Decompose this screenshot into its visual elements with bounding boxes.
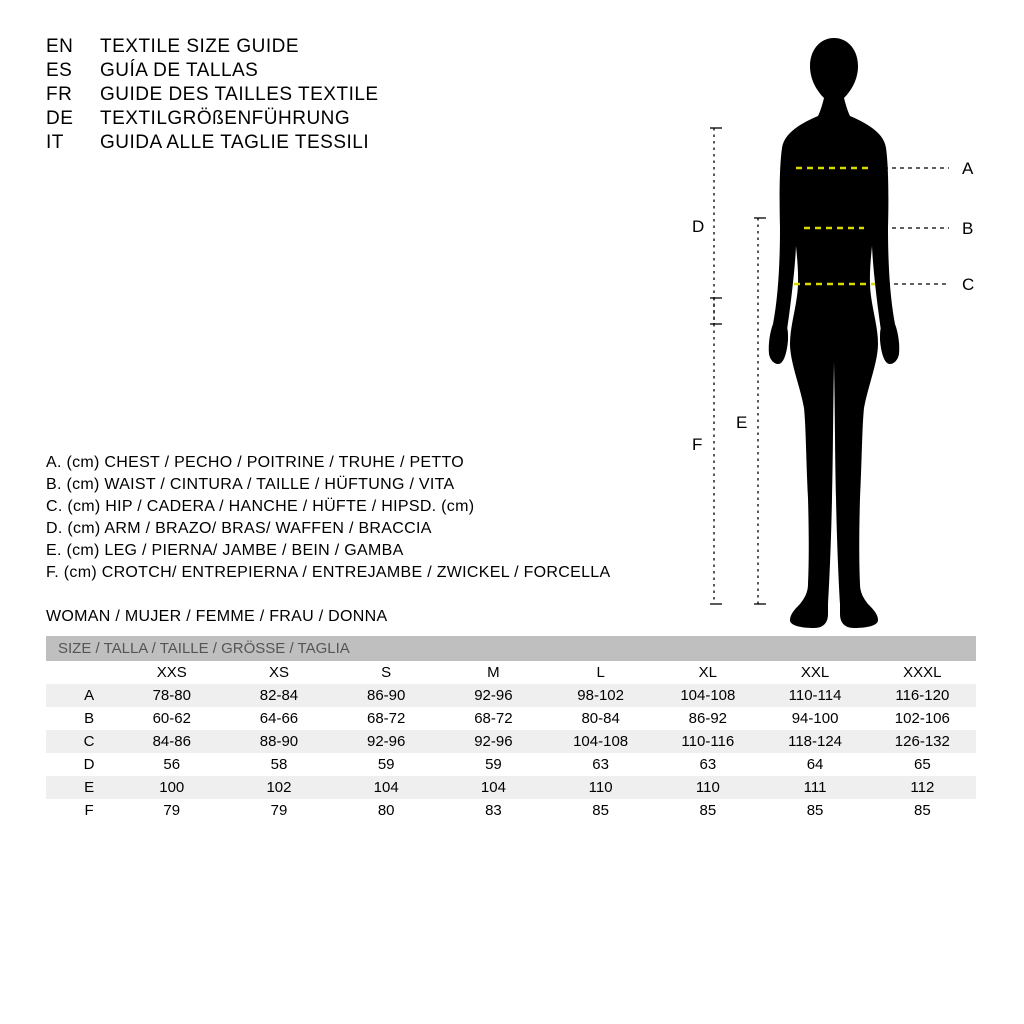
title-code: IT	[46, 132, 100, 154]
vertical-indicators	[710, 128, 766, 604]
size-col: S	[333, 661, 440, 684]
right-labels: A B C	[962, 159, 974, 294]
cell: 59	[440, 753, 547, 776]
cell: 64-66	[225, 707, 332, 730]
cell: 111	[761, 776, 868, 799]
cell: 63	[654, 753, 761, 776]
cell: 56	[118, 753, 225, 776]
cell: 102-106	[869, 707, 976, 730]
size-col: M	[440, 661, 547, 684]
table-superheader: SIZE / TALLA / TAILLE / GRÖSSE / TAGLIA	[46, 636, 976, 661]
cell: 83	[440, 799, 547, 822]
silhouette-icon	[769, 38, 900, 628]
title-code: FR	[46, 84, 100, 106]
title-label: GUIDE DES TAILLES TEXTILE	[100, 84, 379, 106]
cell: 65	[869, 753, 976, 776]
title-label: GUIDA ALLE TAGLIE TESSILI	[100, 132, 369, 154]
cell: 79	[225, 799, 332, 822]
cell: 68-72	[440, 707, 547, 730]
cell: 118-124	[761, 730, 868, 753]
cell: 85	[547, 799, 654, 822]
cell: 84-86	[118, 730, 225, 753]
size-col: XXL	[761, 661, 868, 684]
cell: 79	[118, 799, 225, 822]
cell: 58	[225, 753, 332, 776]
cell: 94-100	[761, 707, 868, 730]
cell: 92-96	[333, 730, 440, 753]
cell: 110	[547, 776, 654, 799]
title-code: DE	[46, 108, 100, 130]
cell: 92-96	[440, 684, 547, 707]
table-row: F7979808385858585	[46, 799, 976, 822]
label-c: C	[962, 275, 974, 294]
table-row: C84-8688-9092-9692-96104-108110-116118-1…	[46, 730, 976, 753]
label-d: D	[692, 217, 704, 236]
table-blank-corner	[46, 661, 118, 684]
cell: 92-96	[440, 730, 547, 753]
cell: 100	[118, 776, 225, 799]
cell: 104-108	[654, 684, 761, 707]
body-diagram: A B C D E F	[614, 28, 1014, 636]
label-e: E	[736, 413, 747, 432]
cell: 80	[333, 799, 440, 822]
cell: 60-62	[118, 707, 225, 730]
cell: 104	[333, 776, 440, 799]
row-key: F	[46, 799, 118, 822]
cell: 88-90	[225, 730, 332, 753]
title-label: TEXTILGRÖßENFÜHRUNG	[100, 108, 350, 130]
body-diagram-svg: A B C D E F	[614, 28, 1014, 638]
cell: 85	[654, 799, 761, 822]
cell: 104	[440, 776, 547, 799]
row-key: A	[46, 684, 118, 707]
label-f: F	[692, 435, 702, 454]
size-col: XL	[654, 661, 761, 684]
cell: 86-92	[654, 707, 761, 730]
cell: 85	[869, 799, 976, 822]
cell: 110-114	[761, 684, 868, 707]
table-size-row: XXS XS S M L XL XXL XXXL	[46, 661, 976, 684]
row-key: D	[46, 753, 118, 776]
size-col: XXS	[118, 661, 225, 684]
cell: 104-108	[547, 730, 654, 753]
cell: 85	[761, 799, 868, 822]
size-col: XXXL	[869, 661, 976, 684]
vertical-labels: D E F	[692, 217, 747, 454]
cell: 86-90	[333, 684, 440, 707]
size-col: L	[547, 661, 654, 684]
cell: 112	[869, 776, 976, 799]
table-row: E100102104104110110111112	[46, 776, 976, 799]
size-table: SIZE / TALLA / TAILLE / GRÖSSE / TAGLIA …	[46, 636, 976, 822]
cell: 116-120	[869, 684, 976, 707]
title-code: EN	[46, 36, 100, 58]
cell: 64	[761, 753, 868, 776]
row-key: E	[46, 776, 118, 799]
cell: 110-116	[654, 730, 761, 753]
table-row: D5658595963636465	[46, 753, 976, 776]
size-col: XS	[225, 661, 332, 684]
label-b: B	[962, 219, 973, 238]
cell: 102	[225, 776, 332, 799]
row-key: C	[46, 730, 118, 753]
cell: 80-84	[547, 707, 654, 730]
cell: 98-102	[547, 684, 654, 707]
cell: 78-80	[118, 684, 225, 707]
label-a: A	[962, 159, 974, 178]
row-key: B	[46, 707, 118, 730]
title-code: ES	[46, 60, 100, 82]
table-row: A78-8082-8486-9092-9698-102104-108110-11…	[46, 684, 976, 707]
title-label: TEXTILE SIZE GUIDE	[100, 36, 299, 58]
table-superheader-row: SIZE / TALLA / TAILLE / GRÖSSE / TAGLIA	[46, 636, 976, 661]
cell: 82-84	[225, 684, 332, 707]
cell: 126-132	[869, 730, 976, 753]
title-label: GUÍA DE TALLAS	[100, 60, 258, 82]
table-body: A78-8082-8486-9092-9698-102104-108110-11…	[46, 684, 976, 822]
cell: 110	[654, 776, 761, 799]
cell: 68-72	[333, 707, 440, 730]
table-row: B60-6264-6668-7268-7280-8486-9294-100102…	[46, 707, 976, 730]
cell: 59	[333, 753, 440, 776]
cell: 63	[547, 753, 654, 776]
